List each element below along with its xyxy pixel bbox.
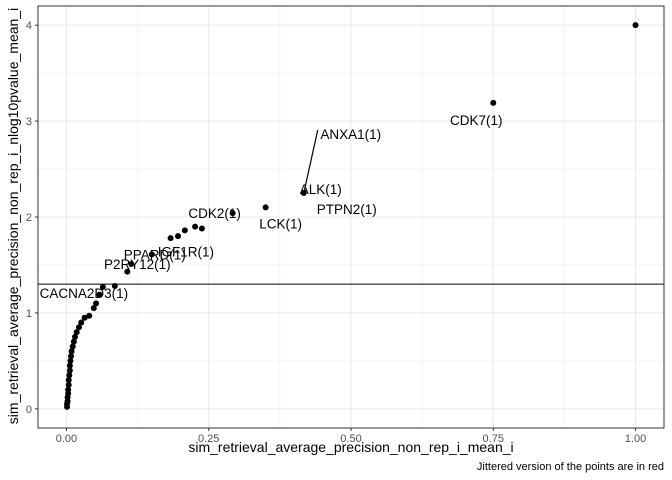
label-leader-line [303, 129, 319, 194]
y-axis-ticks: 0 1 2 3 4 [26, 20, 38, 416]
data-point [70, 338, 77, 345]
data-point [78, 319, 85, 326]
point-label: LCK(1) [259, 216, 302, 231]
data-point [174, 233, 181, 240]
y-tick-label: 2 [26, 212, 32, 224]
data-point [71, 333, 78, 340]
data-point [90, 305, 97, 312]
point-label: PPARD(1) [124, 247, 186, 262]
data-point [229, 210, 236, 217]
data-point [128, 260, 135, 267]
data-point [632, 22, 639, 29]
x-tick-label: 0.25 [198, 433, 219, 445]
point-labels: CDK7(1) ANXA1(1) ALK(1) PTPN2(1) LCK(1) CDK2(… [40, 113, 503, 301]
data-point [75, 324, 82, 331]
data-point [67, 357, 74, 364]
data-point [86, 312, 93, 319]
y-tick-label: 0 [26, 404, 32, 416]
point-label: CDK7(1) [450, 113, 503, 128]
data-point [68, 353, 75, 360]
data-point [198, 225, 205, 232]
data-point [69, 343, 76, 350]
point-label: ANXA1(1) [320, 127, 381, 142]
point-label: IGF1R(1) [158, 245, 214, 260]
data-point [65, 377, 72, 384]
leader-lines [303, 129, 319, 194]
data-point [66, 367, 73, 374]
data-point [148, 251, 155, 258]
data-point [68, 348, 75, 355]
data-point [73, 329, 80, 336]
x-tick-label: 0.50 [340, 433, 361, 445]
points-layer [64, 22, 639, 410]
x-axis-title: sim_retrieval_average_precision_non_rep_… [188, 439, 513, 455]
data-point [181, 227, 188, 234]
point-label: ALK(1) [300, 182, 342, 197]
x-tick-label: 0.00 [56, 433, 77, 445]
point-label: PTPN2(1) [317, 202, 377, 217]
data-point [66, 362, 73, 369]
y-tick-label: 4 [26, 20, 32, 32]
x-axis-ticks: 0.00 0.25 0.50 0.75 1.00 [56, 428, 646, 445]
data-point [167, 235, 174, 242]
chart-caption: Jittered version of the points are in re… [477, 461, 664, 473]
data-point [111, 283, 118, 290]
data-point [490, 99, 497, 106]
point-label: CDK2(1) [188, 206, 241, 221]
data-point [99, 284, 106, 291]
y-tick-label: 1 [26, 308, 32, 320]
data-point [262, 204, 269, 211]
data-point [66, 372, 73, 379]
data-point [65, 386, 72, 393]
point-label: P2RY12(1) [104, 257, 171, 272]
major-grid [38, 6, 664, 428]
point-label: CACNA2D3(1) [40, 286, 129, 301]
y-tick-label: 3 [26, 116, 32, 128]
data-point [96, 291, 103, 298]
x-tick-label: 1.00 [625, 433, 646, 445]
data-point [192, 223, 199, 230]
data-point [93, 300, 100, 307]
data-point [81, 314, 88, 321]
x-tick-label: 0.75 [483, 433, 504, 445]
data-point [65, 381, 72, 388]
y-axis-title: sim_retrieval_average_precision_non_rep_… [5, 8, 21, 424]
data-point [124, 268, 131, 275]
